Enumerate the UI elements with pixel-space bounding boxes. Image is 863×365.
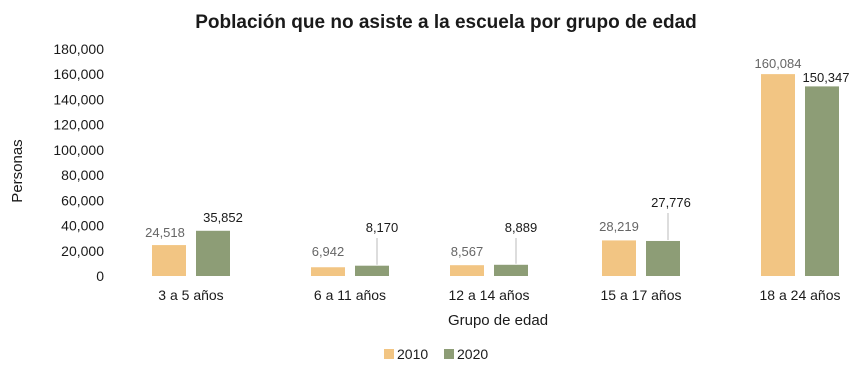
data-label-2010-1: 24,518 bbox=[145, 225, 185, 240]
y-tick-label: 60,000 bbox=[61, 192, 104, 208]
bar-2010-3 bbox=[450, 265, 484, 276]
chart-title: Población que no asiste a la escuela por… bbox=[195, 12, 697, 33]
data-label-2010-3: 8,567 bbox=[451, 244, 484, 259]
label-leader-lines bbox=[376, 213, 669, 265]
y-tick-label: 120,000 bbox=[53, 117, 104, 133]
y-tick-label: 20,000 bbox=[61, 243, 104, 259]
data-label-2010-4: 28,219 bbox=[599, 219, 639, 234]
bar-2020-2 bbox=[355, 265, 389, 276]
y-tick-label: 140,000 bbox=[53, 91, 104, 107]
x-category-label: 3 a 5 años bbox=[158, 287, 223, 303]
data-labels: 24,518 35,852 6,942 8,170 8,567 8,889 28,219 27… bbox=[145, 56, 849, 259]
y-tick-label: 0 bbox=[96, 268, 104, 284]
x-category-label: 15 a 17 años bbox=[601, 287, 682, 303]
x-axis-label: Grupo de edad bbox=[448, 312, 548, 329]
legend: 2010 2020 bbox=[384, 346, 488, 362]
legend-swatch-2010 bbox=[384, 349, 394, 359]
data-label-2010-2: 6,942 bbox=[312, 244, 345, 259]
y-axis-ticks: 0 20,000 40,000 60,000 80,000 100,000 120,000 1… bbox=[53, 41, 104, 284]
data-label-2020-3: 8,889 bbox=[505, 220, 538, 235]
data-label-2020-4: 27,776 bbox=[651, 195, 691, 210]
data-label-2020-1: 35,852 bbox=[203, 210, 243, 225]
legend-label-2010: 2010 bbox=[397, 346, 428, 362]
y-tick-label: 80,000 bbox=[61, 167, 104, 183]
legend-label-2020: 2020 bbox=[457, 346, 488, 362]
y-tick-label: 160,000 bbox=[53, 66, 104, 82]
bars bbox=[152, 74, 839, 277]
y-tick-label: 180,000 bbox=[53, 41, 104, 57]
data-label-2020-5: 150,347 bbox=[803, 70, 850, 85]
bar-2010-4 bbox=[602, 240, 636, 276]
data-label-2020-2: 8,170 bbox=[366, 220, 399, 235]
legend-swatch-2020 bbox=[444, 349, 454, 359]
y-axis-label: Personas bbox=[9, 139, 26, 202]
bar-2020-5 bbox=[805, 86, 839, 277]
data-label-2010-5: 160,084 bbox=[755, 56, 802, 71]
y-tick-label: 100,000 bbox=[53, 142, 104, 158]
x-category-label: 18 a 24 años bbox=[760, 287, 841, 303]
bar-2020-3 bbox=[494, 264, 528, 276]
bar-2010-2 bbox=[311, 267, 345, 276]
bar-2020-1 bbox=[196, 230, 230, 276]
bar-2020-4 bbox=[646, 240, 680, 276]
bar-2010-5 bbox=[761, 74, 795, 276]
bar-2010-1 bbox=[152, 245, 186, 276]
x-category-label: 6 a 11 años bbox=[314, 287, 386, 303]
y-tick-label: 40,000 bbox=[61, 218, 104, 234]
x-category-label: 12 a 14 años bbox=[449, 287, 530, 303]
x-axis-categories: 3 a 5 años 6 a 11 años 12 a 14 años 15 a 17… bbox=[158, 287, 840, 303]
